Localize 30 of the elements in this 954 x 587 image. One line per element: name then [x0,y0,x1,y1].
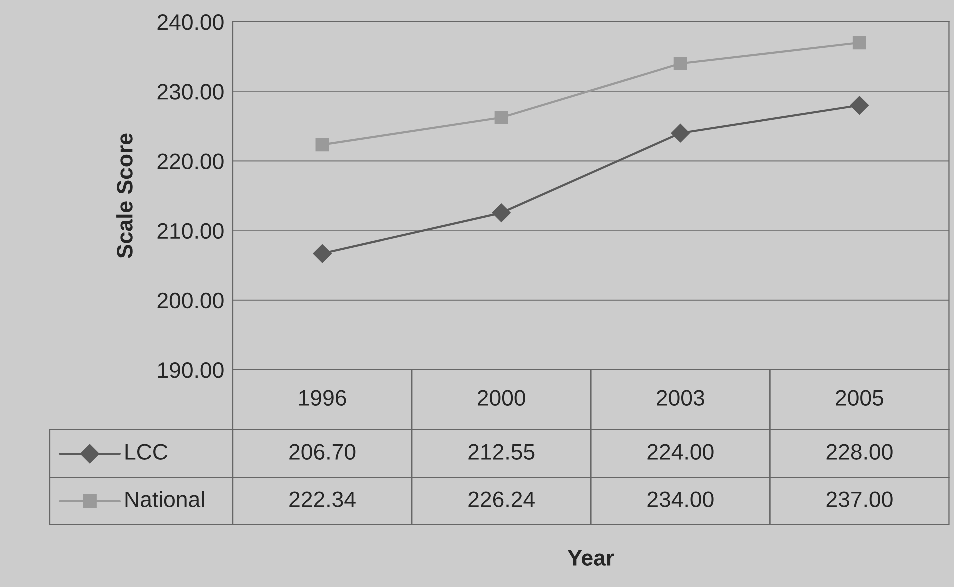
data-label: 222.34 [290,492,356,508]
x-tick-label: 2005 [836,390,884,406]
y-tick-label: 240.00 [158,14,224,30]
data-label: 224.00 [648,444,714,460]
data-label: 237.00 [826,492,893,508]
point [316,138,330,152]
legend-label: National [126,491,204,508]
y-tick-label: 210.00 [158,223,224,240]
text: Year [568,550,614,566]
point [492,204,511,222]
y-tick-label: 230.00 [158,84,224,100]
x-tick-label: 2000 [478,390,526,406]
data-label: 206.70 [290,444,356,460]
point [850,96,870,115]
point [671,124,690,143]
point [852,36,866,50]
data-label: 228.00 [826,444,893,460]
point [494,111,508,125]
legend-label: LCC [126,444,168,460]
y-axis-title: Scale Score [116,134,133,258]
data-label: 212.55 [468,444,535,460]
y-tick-label: 220.00 [158,154,224,170]
y-tick-label: 190.00 [158,362,224,378]
y-tick-label: 200.00 [158,292,224,309]
x-tick-label: 2003 [657,390,704,406]
point [674,56,688,71]
x-tick-label: 1996 [300,390,346,406]
data-label: 234.00 [648,492,714,508]
point [313,244,332,264]
data-label: 226.24 [468,492,535,508]
